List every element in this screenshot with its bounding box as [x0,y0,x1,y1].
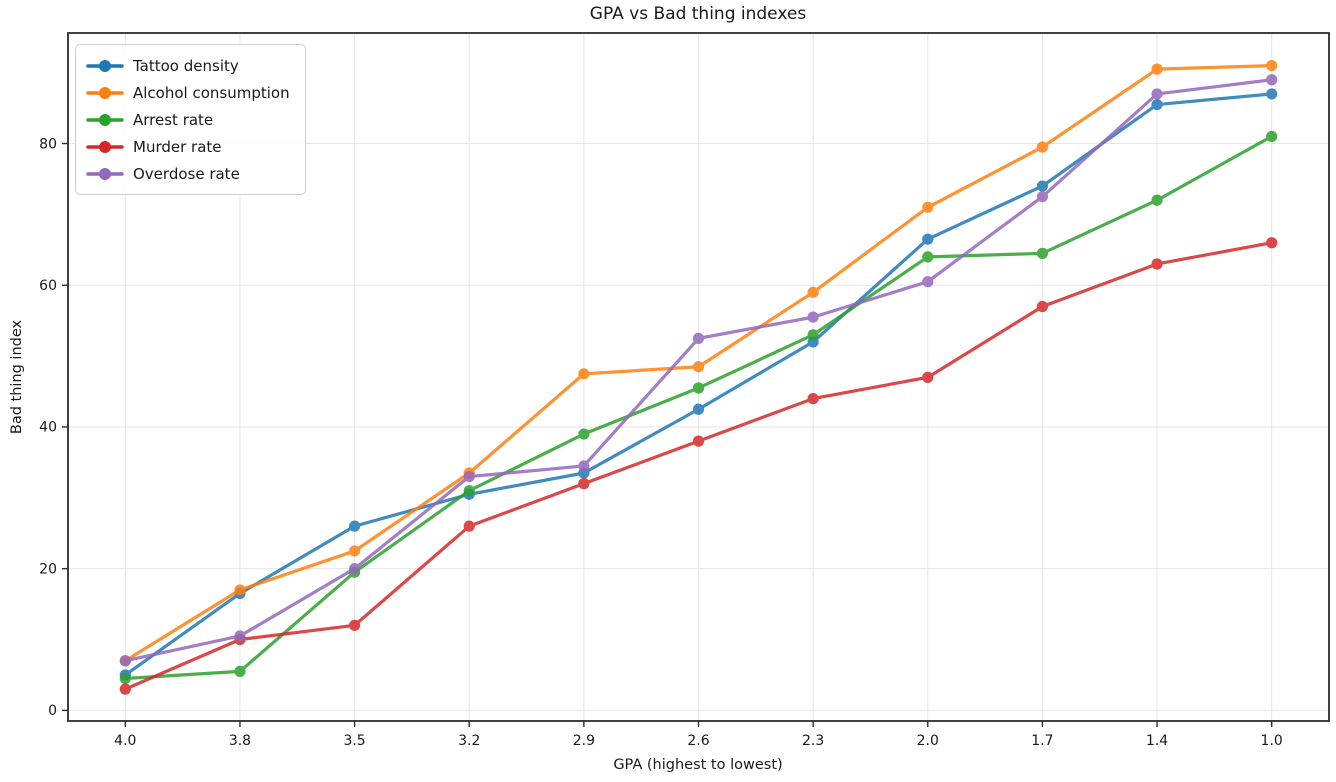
data-point-arrest-rate [1266,130,1278,143]
data-point-alcohol-consumption [348,545,361,557]
data-point-alcohol-consumption [1151,63,1163,75]
data-point-overdose-rate [692,332,705,344]
data-point-arrest-rate [807,329,819,341]
y-tick-label: 60 [39,278,57,294]
series-murder-rate [119,237,1278,695]
series-arrest-rate [119,130,1278,685]
x-tick-label: 2.9 [573,733,595,749]
data-point-alcohol-consumption [1266,59,1278,72]
data-point-overdose-rate [807,311,819,323]
x-tick-label: 3.8 [229,733,251,749]
data-point-arrest-rate [234,665,246,678]
data-point-murder-rate [807,393,819,405]
data-point-tattoo-density [1266,88,1278,100]
legend-label: Alcohol consumption [133,83,290,102]
data-point-tattoo-density [922,233,934,245]
data-point-overdose-rate [578,460,590,472]
data-point-arrest-rate [922,251,934,263]
data-point-alcohol-consumption [234,584,246,596]
data-point-alcohol-consumption [807,286,819,298]
legend-label: Tattoo density [133,56,239,75]
legend: Tattoo density Alcohol consumption Arrest … [75,44,306,195]
data-point-overdose-rate [348,563,361,575]
x-tick-label: 1.4 [1146,733,1168,749]
x-tick-label: 2.0 [917,733,939,749]
legend-item-overdose-rate: Overdose rate [86,161,290,186]
data-point-overdose-rate [463,470,475,483]
data-point-alcohol-consumption [922,201,934,213]
legend-item-murder-rate: Murder rate [86,134,290,159]
x-tick-label: 2.6 [687,733,709,749]
x-axis-label: GPA (highest to lowest) [613,757,783,773]
x-tick-label: 4.0 [114,733,136,749]
data-point-tattoo-density [1036,180,1049,192]
legend-label: Arrest rate [133,110,214,129]
legend-label: Murder rate [133,137,222,156]
data-point-overdose-rate [1266,74,1278,86]
data-point-arrest-rate [1036,247,1049,259]
data-point-arrest-rate [692,382,705,394]
series-overdose-rate [119,74,1278,667]
data-point-murder-rate [119,683,131,695]
gridlines [68,33,1329,721]
legend-item-alcohol-consumption: Alcohol consumption [86,80,290,105]
y-tick-label: 0 [48,703,57,719]
x-tick-label: 2.3 [802,733,824,749]
x-tick-label: 3.2 [458,733,480,749]
chart-title: GPA vs Bad thing indexes [589,4,807,24]
legend-item-arrest-rate: Arrest rate [86,107,290,132]
data-point-murder-rate [348,619,361,631]
y-tick-label: 40 [39,420,57,436]
data-point-arrest-rate [119,672,131,685]
data-point-murder-rate [1151,258,1163,270]
legend-line-marker-icon [86,59,124,72]
data-point-overdose-rate [1036,191,1049,203]
legend-line-marker-icon [86,167,124,180]
data-point-murder-rate [463,520,475,532]
data-point-overdose-rate [922,276,934,288]
data-point-alcohol-consumption [692,361,705,373]
data-point-alcohol-consumption [1036,141,1049,153]
data-point-alcohol-consumption [578,368,590,380]
data-point-arrest-rate [578,428,590,440]
legend-item-tattoo-density: Tattoo density [86,53,290,78]
x-tick-label: 3.5 [343,733,365,749]
data-point-murder-rate [692,435,705,447]
legend-label: Overdose rate [133,164,240,183]
data-point-murder-rate [922,371,934,383]
y-tick-label: 20 [39,561,57,577]
data-point-overdose-rate [1151,88,1163,100]
data-point-murder-rate [1036,300,1049,313]
x-tick-label: 1.7 [1031,733,1053,749]
data-point-overdose-rate [234,630,246,642]
data-point-tattoo-density [1151,98,1163,111]
data-point-murder-rate [578,478,590,490]
data-point-overdose-rate [119,655,131,667]
data-point-tattoo-density [692,403,705,415]
legend-line-marker-icon [86,86,124,99]
x-axis-ticks: 4.0 3.8 3.5 3.2 2.9 2.6 2.3 2.0 1.7 1.4 1.0 [114,721,1283,749]
y-tick-label: 80 [39,136,57,152]
legend-line-marker-icon [86,113,124,126]
legend-line-marker-icon [86,140,124,153]
y-axis-ticks: 0 20 40 60 80 [39,136,68,719]
data-point-tattoo-density [348,520,361,532]
data-point-arrest-rate [1151,194,1163,206]
data-point-arrest-rate [463,485,475,497]
data-point-murder-rate [1266,237,1278,249]
x-tick-label: 1.0 [1261,733,1283,749]
